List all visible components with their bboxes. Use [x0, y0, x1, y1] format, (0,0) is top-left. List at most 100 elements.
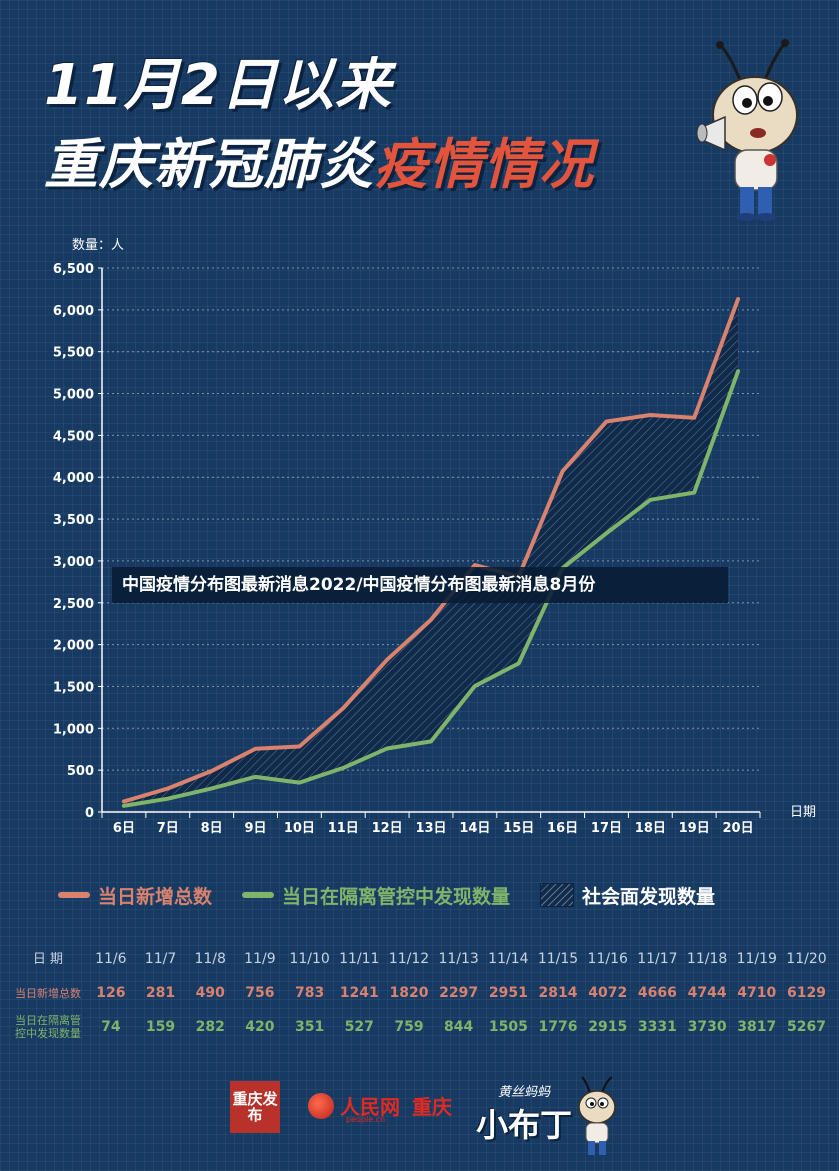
- table-value-cell: 281: [145, 985, 176, 1001]
- x-tick-label: 13日: [415, 821, 446, 836]
- x-tick-label: 15日: [503, 821, 534, 836]
- ant-mascot-megaphone-icon: [696, 39, 798, 221]
- y-tick-label: 4,000: [53, 471, 94, 486]
- data-table: 日 期 11/6 11/7 11/8 11/9 11/10 11/11 11/12 11/13…: [10, 942, 831, 1044]
- table-value-cell: 420: [245, 1019, 275, 1035]
- table-value-cell: 74: [101, 1019, 121, 1035]
- y-tick-label: 6,500: [53, 262, 94, 277]
- legend-swatch-area: [540, 883, 575, 907]
- table-row: 当日新增总数 126 281 490 756 783 1241 1820 2297 2951 28…: [10, 976, 831, 1010]
- x-tick-label: 7日: [157, 821, 179, 836]
- table-value-cell: 5267: [786, 1019, 826, 1035]
- y-tick-label: 2,500: [53, 597, 94, 612]
- y-tick-label: 4,500: [53, 429, 94, 444]
- table-value-cell: 4072: [588, 985, 628, 1001]
- table-value-cell: 6129: [786, 985, 826, 1001]
- y-tick-label: 2,000: [53, 639, 94, 654]
- logo-xiaobuding: 黄丝蚂蚂 小布丁: [476, 1081, 572, 1146]
- table-date-cell: 11/13: [438, 951, 479, 967]
- title-line-2: 重庆新冠肺炎疫情情况: [44, 120, 594, 199]
- series-line-2: [121, 369, 741, 808]
- logo3-big: 小布丁: [476, 1106, 573, 1144]
- table-value-cell: 3730: [687, 1019, 727, 1035]
- x-tick-label: 14日: [459, 821, 490, 836]
- ant-mascot-small-icon: [578, 1076, 616, 1155]
- table-value-cell: 2951: [488, 985, 528, 1001]
- x-tick-label: 19日: [679, 821, 710, 836]
- logo-chongqing-release: 重庆发布: [230, 1081, 280, 1133]
- y-tick-label: 3,000: [53, 555, 94, 570]
- table-value-cell: 1820: [389, 985, 429, 1001]
- logo2-city: 重庆: [412, 1095, 452, 1119]
- table-value-cell: 4710: [737, 985, 777, 1001]
- table-value-cell: 4744: [687, 985, 727, 1001]
- table-row: 日 期 11/6 11/7 11/8 11/9 11/10 11/11 11/12 11/13…: [10, 942, 831, 976]
- table-date-cell: 11/19: [736, 951, 777, 967]
- legend-label-series1: 当日新增总数: [98, 885, 213, 908]
- x-tick-label: 12日: [372, 821, 403, 836]
- legend-swatch-series1: [58, 892, 90, 898]
- table-value-cell: 3817: [737, 1019, 777, 1035]
- legend-label-area: 社会面发现数量: [582, 885, 716, 908]
- title-line-1: 11月2日以来: [44, 53, 392, 118]
- logo2-name: 人民网: [340, 1095, 400, 1119]
- table-date-cell: 11/20: [786, 951, 827, 967]
- legend-item-series1: 当日新增总数: [58, 882, 212, 909]
- table-date-cell: 11/7: [144, 951, 177, 967]
- table-header-label: 日 期: [32, 951, 64, 967]
- table-value-cell: 3331: [637, 1019, 677, 1035]
- legend-item-area: 社会面发现数量: [540, 882, 715, 909]
- table-value-cell: 2915: [588, 1019, 628, 1035]
- table-date-cell: 11/14: [488, 951, 529, 967]
- y-tick-label: 6,000: [53, 304, 94, 319]
- footer-logos: 重庆发布 人民网 people.cn 重庆 黄丝蚂蚂 小布丁: [0, 1075, 839, 1171]
- table-value-cell: 1241: [339, 985, 379, 1001]
- title-line-2-red: 疫情情况: [374, 133, 594, 196]
- table-value-cell: 490: [195, 985, 225, 1001]
- people-cn-ball-icon: [308, 1092, 334, 1119]
- table-value-cell: 282: [195, 1019, 225, 1035]
- x-tick-label: 10日: [284, 821, 315, 836]
- table-date-cell: 11/11: [339, 951, 380, 967]
- legend: 当日新增总数 当日在隔离管控中发现数量 社会面发现数量: [58, 880, 745, 910]
- table-value-cell: 1776: [538, 1019, 578, 1035]
- table-date-cell: 11/9: [244, 951, 276, 967]
- y-tick-label: 5,500: [53, 346, 94, 361]
- logo-people-cn: 人民网 people.cn 重庆: [308, 1091, 452, 1124]
- x-tick-label: 8日: [201, 821, 223, 836]
- series-line-1: [121, 297, 741, 804]
- overlay-caption: 中国疫情分布图最新消息2022/中国疫情分布图最新消息8月份: [112, 567, 728, 603]
- table-value-cell: 756: [245, 985, 275, 1001]
- table-date-cell: 11/17: [637, 951, 678, 967]
- table-value-cell: 159: [145, 1019, 176, 1035]
- area-social-discovery: [123, 299, 739, 806]
- legend-item-series2: 当日在隔离管控中发现数量: [242, 882, 510, 909]
- x-tick-label: 6日: [113, 821, 135, 836]
- x-axis-label: 日期: [790, 805, 816, 820]
- y-tick-label: 500: [67, 764, 94, 779]
- table-value-cell: 1505: [488, 1019, 528, 1035]
- table-row2-label: 当日在隔离管控中发现数量: [15, 1014, 81, 1040]
- logo2-domain: people.cn: [346, 1115, 386, 1124]
- y-tick-label: 1,500: [53, 680, 94, 695]
- x-tick-label: 17日: [591, 821, 622, 836]
- legend-swatch-series2: [242, 892, 275, 898]
- table-value-cell: 2814: [538, 985, 578, 1001]
- x-tick-label: 9日: [245, 821, 267, 836]
- table-value-cell: 4666: [637, 985, 677, 1001]
- table-value-cell: 783: [294, 985, 325, 1001]
- table-row: 当日在隔离管控中发现数量 74 159 282 420 351 527 759 844 1505…: [10, 1010, 831, 1044]
- table-value-cell: 351: [294, 1019, 325, 1035]
- x-tick-label: 18日: [635, 821, 666, 836]
- table-date-cell: 11/10: [289, 951, 330, 967]
- title-line-2-white: 重庆新冠肺炎: [44, 133, 374, 196]
- y-tick-label: 3,500: [53, 513, 94, 528]
- table-row1-label: 当日新增总数: [15, 986, 81, 1000]
- x-tick-label: 20日: [723, 821, 754, 836]
- table-date-cell: 11/16: [587, 951, 628, 967]
- x-tick-label: 11日: [328, 821, 359, 836]
- table-value-cell: 126: [96, 985, 126, 1001]
- y-tick-label: 1,000: [53, 722, 94, 737]
- table-date-cell: 11/15: [537, 951, 579, 967]
- table-date-cell: 11/6: [95, 951, 127, 967]
